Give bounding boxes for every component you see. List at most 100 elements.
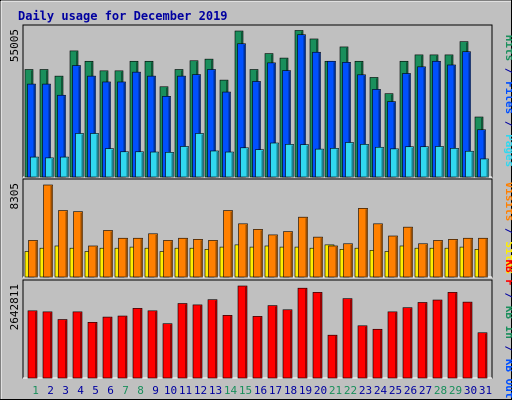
bar-visits-day-31 <box>478 237 488 278</box>
x-tick-label-day-8: 8 <box>137 384 144 397</box>
panel-usage-max-label: 55005 <box>8 29 21 62</box>
bar-pages-day-2 <box>45 157 54 178</box>
bar-visits-day-8 <box>133 237 143 278</box>
x-tick-label-day-14: 14 <box>224 384 238 397</box>
bar-visits-day-30 <box>463 237 473 278</box>
x-tick-label-day-22: 22 <box>344 384 357 397</box>
bar-files-day-5-side <box>93 77 96 177</box>
bar-visits-day-14 <box>223 210 233 278</box>
bar-visits-day-25 <box>388 235 398 278</box>
bar-kb-f-day-18 <box>282 309 293 379</box>
bar-visits-day-8-side <box>140 239 143 277</box>
bar-visits-day-16-side <box>260 230 263 277</box>
bar-pages-day-9-side <box>156 153 159 177</box>
bar-pages-day-26 <box>405 146 414 178</box>
bar-files-day-24-side <box>378 90 381 177</box>
bar-kb-f-day-13 <box>207 299 218 379</box>
x-tick-label-day-30: 30 <box>464 384 477 397</box>
bar-visits-day-27 <box>418 243 428 278</box>
bar-visits-day-10-side <box>170 241 173 277</box>
x-tick-label-day-25: 25 <box>389 384 402 397</box>
bar-visits-day-24 <box>373 223 383 278</box>
bar-kb-f-day-2 <box>42 311 53 379</box>
bar-pages-day-22-side <box>351 143 354 177</box>
bar-files-day-28-side <box>438 62 441 177</box>
bar-kb-f-day-14-side <box>230 316 232 378</box>
x-tick-label-day-12: 12 <box>194 384 207 397</box>
bar-visits-day-17-side <box>275 235 278 277</box>
bar-visits-day-26 <box>403 226 413 278</box>
bar-pages-day-13 <box>210 150 219 178</box>
bar-pages-day-14-side <box>231 153 234 177</box>
bar-pages-day-6 <box>105 148 114 178</box>
bar-files-day-21-side <box>333 62 336 177</box>
bar-pages-day-12 <box>195 133 204 178</box>
bar-kb-f-day-4-side <box>80 312 82 378</box>
bar-files-day-19-side <box>303 35 306 178</box>
bar-visits-day-30-side <box>470 239 473 277</box>
bar-kb-f-day-4 <box>72 311 83 379</box>
bar-kb-f-day-21 <box>327 334 338 379</box>
bar-pages-day-23 <box>360 144 369 178</box>
bar-kb-f-day-20 <box>312 292 323 379</box>
bar-pages-day-14 <box>225 151 234 178</box>
bar-pages-day-11 <box>180 146 189 178</box>
bar-files-day-26-side <box>408 74 411 177</box>
bar-visits-day-18-side <box>290 232 293 277</box>
x-tick-label-day-21: 21 <box>329 384 342 397</box>
bar-pages-day-25-side <box>396 149 399 177</box>
bar-kb-f-day-22 <box>342 298 353 379</box>
x-tick-label-day-15: 15 <box>239 384 252 397</box>
bar-visits-day-20-side <box>320 238 323 277</box>
bar-pages-day-6-side <box>111 149 114 177</box>
x-tick-label-day-23: 23 <box>359 384 372 397</box>
legend-entry-4: Pages <box>503 134 512 167</box>
panel-visits-max-label: 8305 <box>8 183 21 210</box>
legend-entry-0: Hits <box>503 35 512 62</box>
bar-pages-day-7-side <box>126 152 129 177</box>
bar-kb-f-day-28 <box>432 299 443 379</box>
x-tick-label-day-18: 18 <box>284 384 297 397</box>
bar-visits-day-28 <box>433 240 443 278</box>
legend-entry-2: KB In <box>503 306 512 339</box>
bar-pages-day-18-side <box>291 145 294 177</box>
bar-visits-day-21-side <box>335 246 338 277</box>
bar-files-day-25-side <box>393 102 396 177</box>
bar-pages-day-15-side <box>246 148 249 177</box>
bar-pages-day-4 <box>75 133 84 178</box>
legend-entry-2: Files <box>503 81 512 114</box>
legend-entry-0: Visits <box>503 182 512 222</box>
bar-kb-f-day-26 <box>402 307 413 379</box>
x-tick-label-day-20: 20 <box>314 384 327 397</box>
bar-pages-day-11-side <box>186 147 189 177</box>
bar-files-day-7-side <box>123 82 126 177</box>
bar-files-day-3-side <box>63 96 66 177</box>
bar-pages-day-5 <box>90 133 99 178</box>
bar-kb-f-day-16-side <box>260 317 262 378</box>
bar-files-day-23-side <box>363 75 366 177</box>
bar-visits-day-25-side <box>395 237 398 277</box>
bar-files-day-22-side <box>348 63 351 177</box>
bar-visits-day-19 <box>298 216 308 278</box>
bar-pages-day-27-side <box>426 147 429 177</box>
bar-visits-day-19-side <box>305 218 308 277</box>
bar-files-day-12-side <box>198 75 201 177</box>
bar-files-day-27-side <box>423 67 426 177</box>
bar-visits-day-27-side <box>425 244 428 277</box>
bar-visits-day-21 <box>328 245 338 278</box>
x-tick-label-day-4: 4 <box>77 384 84 397</box>
bar-visits-day-11 <box>178 237 188 278</box>
bar-kb-f-day-3-side <box>65 320 67 378</box>
bar-visits-day-5 <box>88 245 98 278</box>
bar-visits-day-15 <box>238 223 248 278</box>
bar-pages-day-9 <box>150 151 159 178</box>
bar-kb-f-day-19-side <box>305 289 307 378</box>
bar-visits-day-2 <box>43 184 53 278</box>
bar-pages-day-21 <box>330 148 339 178</box>
bar-kb-f-day-6-side <box>110 318 112 378</box>
x-tick-label-day-5: 5 <box>92 384 99 397</box>
bar-files-day-16-side <box>258 82 261 177</box>
panel-usage: 55005 Hits / Files / Pages <box>8 24 512 178</box>
bar-pages-day-23-side <box>366 145 369 177</box>
